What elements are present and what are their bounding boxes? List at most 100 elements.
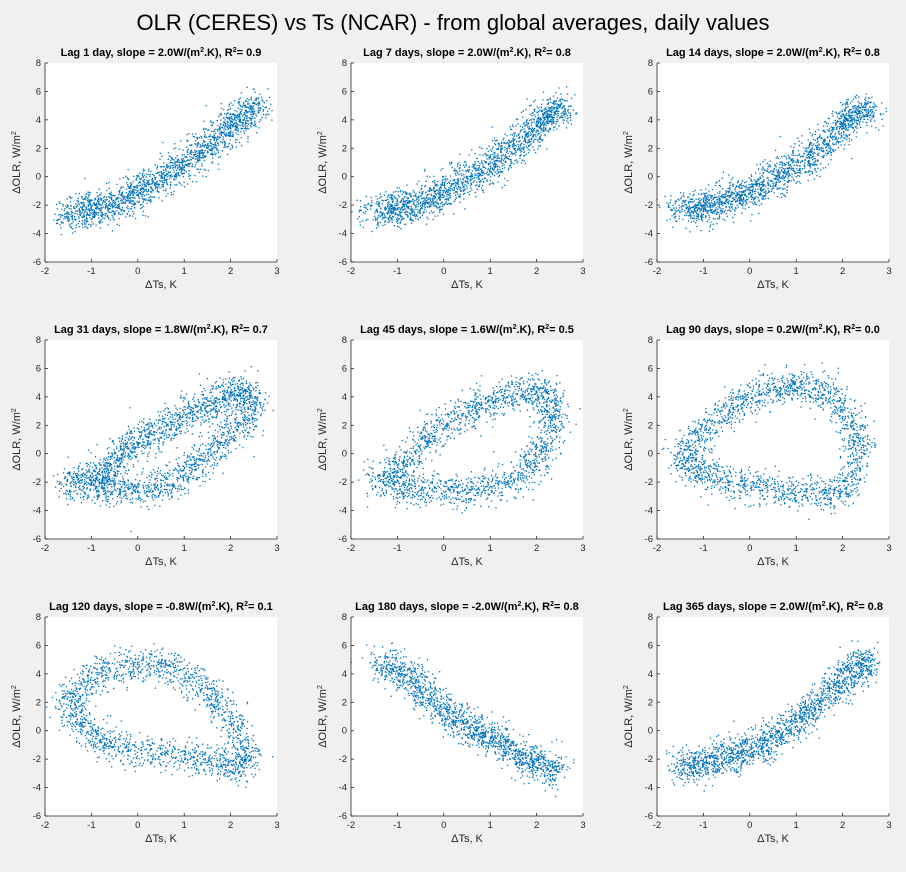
scatter-point (157, 171, 159, 174)
scatter-point (240, 110, 242, 113)
scatter-point (674, 215, 677, 218)
scatter-point (249, 125, 252, 127)
scatter-point (533, 128, 535, 130)
scatter-point (377, 225, 379, 227)
scatter-point (697, 215, 700, 218)
scatter-point (190, 151, 192, 153)
scatter-point (132, 200, 134, 202)
scatter-point (799, 165, 801, 167)
scatter-point (549, 113, 552, 116)
scatter-point (175, 172, 178, 174)
scatter-point (419, 191, 421, 194)
scatter-point (441, 205, 444, 207)
scatter-point (211, 157, 214, 159)
scatter-point (530, 124, 532, 126)
scatter-point (176, 169, 178, 171)
scatter-point (483, 177, 486, 179)
scatter-point (463, 166, 466, 168)
scatter-point (771, 187, 774, 189)
scatter-point (59, 216, 62, 218)
scatter-point (246, 127, 249, 129)
scatter-point (563, 112, 566, 114)
scatter-point (118, 192, 121, 194)
scatter-point (700, 215, 702, 218)
scatter-point (808, 152, 810, 154)
scatter-point (93, 211, 95, 213)
scatter-point (712, 223, 714, 225)
scatter-point (229, 113, 231, 115)
scatter-point (815, 171, 817, 173)
scatter-point (493, 165, 495, 168)
scatter-point (772, 170, 774, 173)
scatter-point (242, 125, 244, 127)
scatter-point (256, 132, 258, 134)
scatter-point (232, 123, 235, 125)
scatter-point (460, 190, 463, 192)
scatter-point (215, 145, 217, 147)
scatter-point (792, 150, 794, 153)
scatter-point (388, 216, 391, 218)
scatter-point (517, 148, 519, 150)
scatter-point (205, 155, 207, 157)
scatter-point (764, 159, 766, 161)
scatter-point (834, 149, 836, 151)
scatter-point (189, 174, 192, 177)
scatter-point (72, 221, 74, 223)
scatter-point (409, 201, 411, 203)
scatter-point (142, 191, 145, 193)
x-tick-label: 2 (534, 266, 539, 277)
scatter-point (750, 196, 752, 198)
scatter-point (725, 191, 727, 193)
scatter-point (78, 208, 80, 210)
scatter-point (740, 204, 742, 206)
superscript: 2 (11, 131, 18, 135)
scatter-point (210, 148, 212, 150)
scatter-point (538, 126, 540, 129)
scatter-point (163, 179, 165, 182)
scatter-point (442, 192, 444, 194)
scatter-point (533, 121, 535, 123)
scatter-point (732, 203, 734, 206)
scatter-point (98, 221, 100, 223)
scatter-point (465, 185, 468, 187)
scatter-point (255, 113, 257, 115)
scatter-point (239, 119, 241, 121)
scatter-point (523, 151, 525, 154)
scatter-point (217, 151, 220, 154)
scatter-point (769, 184, 771, 186)
scatter-point (748, 192, 750, 194)
scatter-point (391, 207, 393, 209)
scatter-point (690, 214, 692, 216)
scatter-point (192, 135, 194, 137)
scatter-point (209, 142, 212, 144)
scatter-point (447, 190, 449, 192)
scatter-point (822, 150, 824, 152)
scatter-point (168, 178, 171, 180)
scatter-point (539, 141, 541, 143)
scatter-point (204, 156, 207, 158)
scatter-point (186, 139, 189, 142)
scatter-point (690, 221, 693, 223)
scatter-point (710, 211, 713, 214)
scatter-point (498, 176, 500, 178)
scatter-point (235, 125, 238, 128)
scatter-point (107, 204, 110, 206)
scatter-point (733, 221, 735, 223)
scatter-point (799, 172, 801, 174)
scatter-point (814, 152, 816, 154)
scatter-point (519, 144, 522, 146)
scatter-point (552, 107, 555, 109)
scatter-point (742, 203, 744, 205)
scatter-point (388, 209, 391, 211)
scatter-point (729, 187, 731, 190)
scatter-point (700, 193, 702, 195)
scatter-point (547, 113, 549, 115)
scatter-point (434, 201, 437, 203)
scatter-point (739, 198, 741, 201)
scatter-point (186, 165, 188, 167)
scatter-point (253, 108, 255, 111)
scatter-point (497, 155, 499, 157)
scatter-point (65, 217, 67, 219)
scatter-point (432, 204, 434, 206)
scatter-point (442, 190, 444, 192)
